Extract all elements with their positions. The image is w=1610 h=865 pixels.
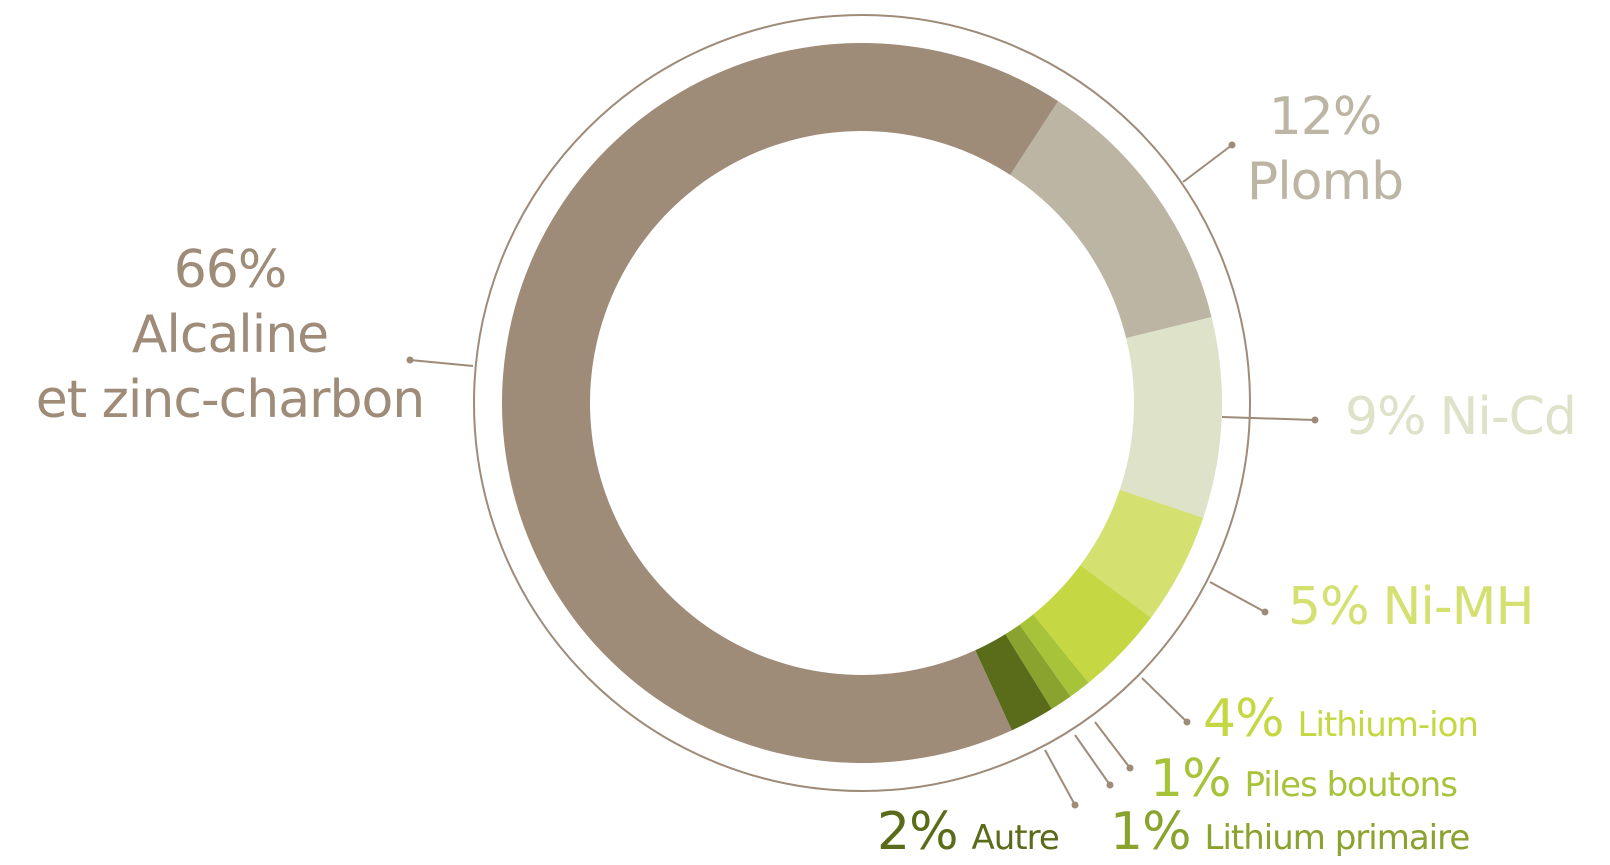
leader-dot [1228,141,1236,149]
percent-label: 66% [173,240,288,300]
leader-dot [1261,608,1269,616]
category-label: Lithium primaire [1204,818,1471,858]
leader-line [1221,416,1316,421]
donut-segment [1033,565,1152,683]
donut-segment [975,634,1052,731]
segment-label: 2% Autre [877,800,1060,865]
leader-dot [406,356,414,364]
donut-segment [1019,614,1089,697]
donut-segment [1080,489,1204,618]
leader-dot [1126,764,1134,772]
percent-label: 1% [1150,749,1231,809]
category-label: Autre [971,818,1060,858]
segment-label: 1% Lithium primaire [1110,800,1471,865]
donut-segment [1119,317,1222,518]
donut-segment [502,42,1059,763]
leader-line [1182,144,1233,183]
leader-line [1044,749,1076,806]
leader-line [409,359,474,367]
leader-line [1094,721,1131,769]
donut-segment [1010,101,1212,339]
leader-dot [1311,416,1319,424]
category-label: Ni-Cd [1439,387,1577,447]
leader-line [1141,677,1188,723]
outer-ring [473,14,1251,792]
leader-dot [1183,718,1191,726]
percent-label: 12% [1268,87,1383,147]
segment-label: 4% Lithium-ion [1203,687,1479,752]
category-label: Ni-MH [1382,577,1535,637]
segment-label: 5% Ni-MH [1288,575,1535,640]
segment-label: 9% Ni-Cd [1345,385,1577,450]
leader-line [1209,581,1266,613]
segment-label: 66% Alcaline et zinc-charbon [10,238,450,433]
percent-label: 1% [1110,802,1191,862]
category-label: Lithium-ion [1297,705,1479,745]
percent-label: 2% [877,802,958,862]
category-label: Plomb [1246,152,1404,212]
category-label: Alcaline et zinc-charbon [35,305,426,430]
percent-label: 9% [1345,387,1426,447]
segment-label: 1% Piles boutons [1150,747,1458,812]
leader-dot [1106,781,1114,789]
category-label: Piles boutons [1244,765,1458,805]
percent-label: 4% [1203,689,1284,749]
donut-segment [1005,624,1071,709]
segment-label: 12% Plomb [1235,85,1415,215]
leader-line [1074,734,1111,786]
leader-dot [1071,801,1079,809]
percent-label: 5% [1288,577,1369,637]
